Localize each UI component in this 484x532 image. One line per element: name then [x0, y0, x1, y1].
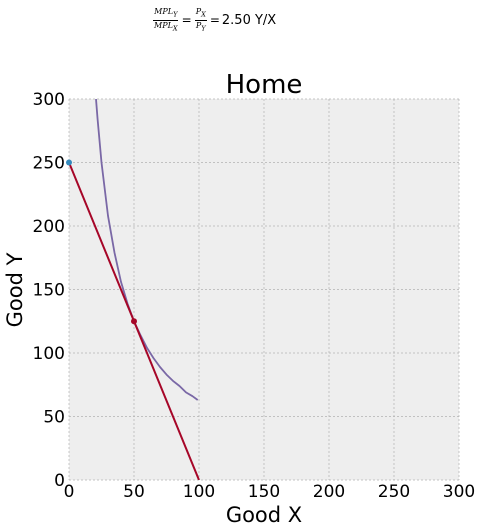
x-tick-label: 100 — [183, 482, 215, 502]
y-tick-label: 200 — [33, 217, 65, 237]
mrs-value: 2.50 Y/X — [221, 12, 277, 28]
x-tick-label: 0 — [64, 482, 75, 502]
mrs-equation: MPLY MPLX = PX PY = 2.50 Y/X — [152, 6, 277, 33]
x-tick-label: 300 — [443, 482, 475, 502]
x-tick-label: 200 — [313, 482, 345, 502]
y-tick-label: 50 — [43, 408, 65, 428]
y-tick-label: 250 — [33, 154, 65, 174]
equals-sign: = — [181, 13, 192, 27]
indifference-curve — [95, 99, 199, 401]
y-tick-label: 300 — [33, 90, 65, 110]
y-tick-label: 0 — [54, 471, 65, 491]
y-tick-label: 100 — [33, 344, 65, 364]
x-tick-label: 250 — [378, 482, 410, 502]
price-ratio: PX PY — [194, 6, 207, 33]
x-axis-label: Good X — [226, 503, 302, 527]
chart-title: Home — [226, 70, 303, 100]
y-tick-label: 150 — [33, 281, 65, 301]
data-point — [66, 159, 72, 166]
mpl-ratio: MPLY MPLX — [153, 6, 179, 33]
plot-area: 0 50 100 150 200 250 300 0 50 100 150 200 250 300 — [33, 90, 476, 502]
x-tick-label: 150 — [248, 482, 280, 502]
x-tick-label: 50 — [123, 482, 145, 502]
y-axis-label: Good Y — [3, 252, 27, 327]
data-point — [131, 318, 137, 325]
equals-sign-2: = — [209, 13, 220, 27]
